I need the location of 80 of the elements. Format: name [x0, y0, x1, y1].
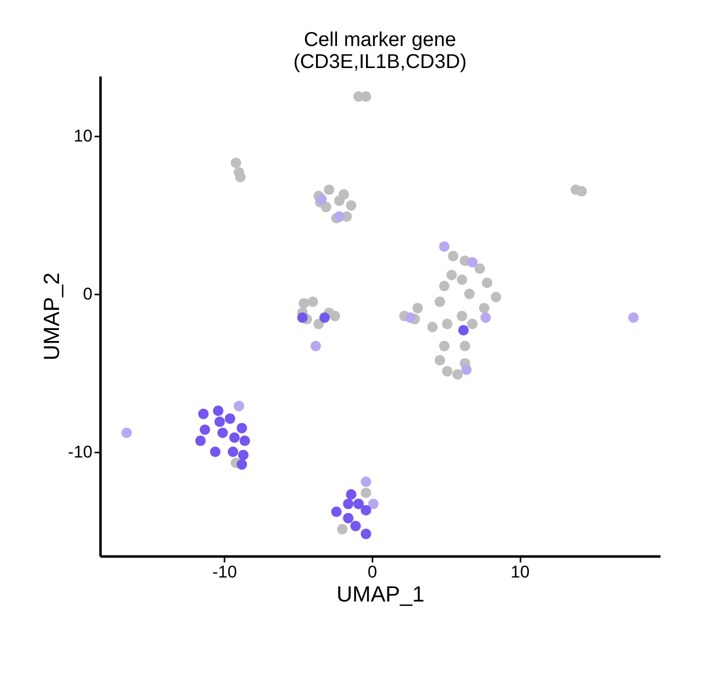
- y-tick-label: 10: [74, 126, 92, 146]
- chart-title: Cell marker gene (CD3E,IL1B,CD3D): [293, 29, 467, 73]
- point: [342, 498, 354, 510]
- point: [478, 302, 490, 314]
- point: [230, 158, 242, 168]
- y-axis-title: UMAP_2: [38, 272, 64, 361]
- point: [439, 340, 450, 352]
- point: [316, 194, 327, 204]
- y-tick-label: -10: [68, 442, 92, 462]
- point: [198, 408, 209, 420]
- point: [334, 196, 345, 206]
- point: [458, 324, 469, 336]
- point: [229, 432, 240, 443]
- point: [200, 424, 210, 435]
- point: [238, 450, 249, 460]
- point: [121, 428, 132, 438]
- point: [442, 366, 452, 376]
- point: [334, 211, 345, 222]
- point: [434, 296, 446, 308]
- point: [224, 413, 236, 424]
- point: [474, 263, 485, 274]
- point: [368, 498, 379, 510]
- point: [442, 318, 452, 330]
- point: [331, 506, 342, 518]
- point: [350, 520, 361, 532]
- point: [346, 489, 356, 500]
- point: [210, 446, 220, 458]
- point: [360, 528, 372, 540]
- point: [346, 200, 356, 211]
- point: [460, 340, 470, 352]
- point: [310, 340, 321, 352]
- point: [319, 312, 330, 323]
- point: [482, 278, 492, 288]
- point: [313, 318, 324, 330]
- point: [353, 498, 364, 510]
- point: [298, 298, 310, 309]
- x-tick-label: -10: [212, 562, 237, 582]
- point: [235, 172, 246, 182]
- point: [195, 436, 206, 446]
- point: [427, 322, 438, 332]
- x-tick-label: 10: [510, 562, 530, 582]
- point: [434, 354, 446, 366]
- point: [439, 241, 450, 252]
- point: [360, 476, 372, 488]
- point: [217, 428, 228, 438]
- point: [228, 446, 238, 458]
- point: [412, 302, 423, 314]
- point: [360, 488, 372, 498]
- point: [360, 504, 372, 516]
- point: [324, 184, 334, 195]
- point: [628, 312, 639, 323]
- point: [236, 459, 248, 470]
- point: [480, 312, 491, 323]
- point: [464, 288, 475, 300]
- point: [452, 369, 463, 380]
- point: [456, 310, 468, 322]
- point: [240, 436, 250, 446]
- point: [576, 186, 587, 196]
- point: [446, 270, 457, 280]
- point: [342, 512, 354, 524]
- y-tick-label: 0: [83, 284, 92, 304]
- point: [360, 91, 372, 102]
- point: [212, 406, 224, 416]
- point: [467, 257, 478, 268]
- point: [330, 310, 340, 322]
- x-axis-title: UMAP_1: [336, 582, 425, 606]
- point: [467, 318, 478, 330]
- point: [297, 312, 308, 323]
- point: [456, 274, 468, 285]
- point: [234, 400, 244, 412]
- point: [214, 416, 225, 428]
- x-tick-label: 0: [368, 562, 378, 582]
- point: [490, 292, 502, 302]
- point: [236, 422, 248, 434]
- point: [461, 364, 472, 375]
- point: [308, 296, 318, 308]
- point: [439, 280, 450, 292]
- point: [405, 312, 416, 323]
- point: [337, 524, 348, 534]
- point: [448, 250, 458, 262]
